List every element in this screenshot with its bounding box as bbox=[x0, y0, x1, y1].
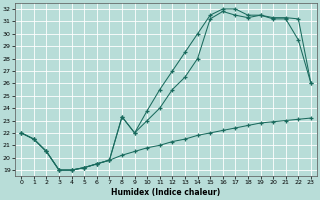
X-axis label: Humidex (Indice chaleur): Humidex (Indice chaleur) bbox=[111, 188, 221, 197]
